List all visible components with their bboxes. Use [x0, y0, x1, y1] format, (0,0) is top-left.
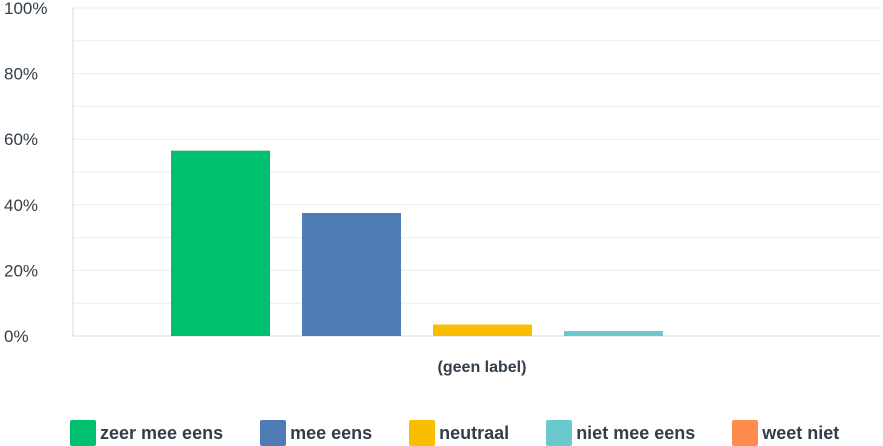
legend-item-niet-mee-eens[interactable]: niet mee eens [546, 420, 695, 446]
y-tick-label: 40% [4, 196, 38, 215]
legend-item-neutraal[interactable]: neutraal [409, 420, 509, 446]
legend-label: mee eens [290, 422, 373, 443]
legend-label: niet mee eens [576, 422, 696, 443]
y-tick-label: 0% [4, 327, 29, 346]
legend-swatch [732, 420, 759, 446]
y-tick-labels: 0% 20% 40% 60% 80% 100% [4, 0, 47, 346]
legend-item-zeer-mee-eens[interactable]: zeer mee eens [70, 420, 223, 446]
y-tick-label: 20% [4, 261, 38, 280]
legend-label: weet niet [762, 422, 840, 443]
bar-mee-eens[interactable] [302, 213, 401, 336]
legend-label: neutraal [439, 422, 510, 443]
y-tick-label: 60% [4, 130, 38, 149]
legend-swatch [260, 420, 287, 446]
bar-neutraal[interactable] [433, 324, 532, 336]
legend-swatch [409, 420, 436, 446]
y-tick-label: 80% [4, 65, 38, 84]
legend-label: zeer mee eens [100, 422, 224, 443]
y-tick-label: 100% [4, 0, 47, 18]
legend-swatch [70, 420, 96, 446]
legend-swatch [546, 420, 573, 446]
x-category-label: (geen label) [438, 359, 527, 376]
bars [171, 150, 663, 336]
legend-item-mee-eens[interactable]: mee eens [260, 420, 372, 446]
bar-zeer-mee-eens[interactable] [171, 150, 270, 336]
legend: zeer mee eens mee eens neutraal niet mee… [70, 420, 839, 446]
legend-item-weet-niet[interactable]: weet niet [732, 420, 839, 446]
bar-niet-mee-eens[interactable] [564, 331, 663, 336]
